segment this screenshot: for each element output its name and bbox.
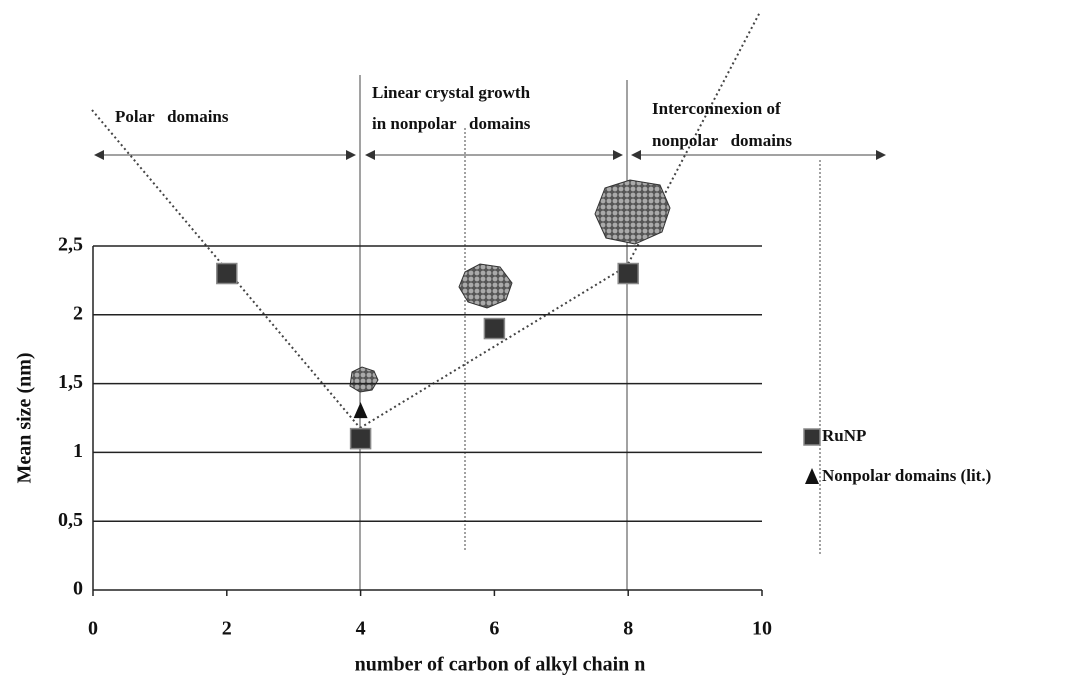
x-tick-label: 8: [623, 618, 633, 640]
legend-marker: [805, 468, 819, 484]
annotation: Linear crystal growth: [372, 83, 531, 102]
x-tick-label: 10: [752, 618, 772, 640]
annotation: nonpolar domains: [652, 131, 792, 150]
square-marker: [617, 262, 639, 285]
x-tick-label: 6: [489, 618, 499, 640]
y-axis-title: Mean size (nm): [14, 352, 36, 483]
x-tick-label: 4: [356, 618, 366, 640]
decoration: [91, 11, 886, 590]
legend-label: RuNP: [822, 426, 866, 445]
legend-marker: [803, 428, 821, 446]
x-tick-label: 2: [222, 618, 232, 640]
triangle-marker: [353, 402, 368, 419]
x-axis-title: number of carbon of alkyl chain n: [355, 654, 646, 676]
square-marker: [349, 427, 372, 450]
y-tick-label: 0: [73, 578, 83, 600]
annotation: in nonpolar domains: [372, 114, 531, 133]
y-tick-label: 1,5: [58, 371, 83, 393]
y-tick-label: 2,5: [58, 234, 83, 256]
y-tick-label: 2: [73, 302, 83, 324]
y-tick-label: 0,5: [58, 509, 83, 531]
legend-label: Nonpolar domains (lit.): [822, 466, 991, 485]
annotation: Polar domains: [115, 107, 229, 126]
annotation: Interconnexion of: [652, 99, 781, 118]
x-tick-label: 0: [88, 618, 98, 640]
nanoparticle-icons: [349, 179, 671, 393]
square-marker: [483, 317, 506, 340]
square-marker: [216, 262, 238, 285]
y-tick-label: 1: [73, 440, 83, 462]
